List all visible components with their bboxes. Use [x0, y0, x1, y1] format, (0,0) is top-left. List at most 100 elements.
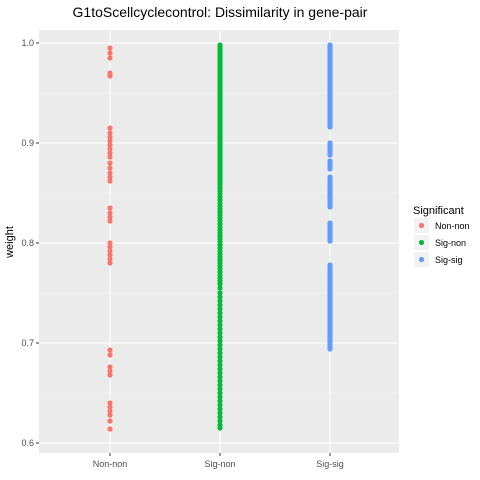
- data-point: [107, 418, 113, 424]
- data-point: [327, 204, 333, 210]
- data-point: [107, 170, 113, 176]
- data-point: [217, 350, 223, 356]
- data-point: [217, 302, 223, 308]
- data-point: [217, 285, 223, 291]
- data-point: [107, 347, 113, 353]
- data-point: [217, 326, 223, 332]
- data-point: [107, 364, 113, 370]
- data-point: [107, 372, 113, 378]
- data-point: [107, 73, 113, 79]
- y-axis-ticks: 0.6 0.7 0.8 0.9 1.0: [21, 38, 39, 448]
- data-point: [107, 146, 113, 152]
- data-point: [107, 174, 113, 180]
- data-point: [107, 256, 113, 262]
- data-point: [107, 134, 113, 140]
- data-point: [217, 298, 223, 304]
- data-point: [107, 125, 113, 131]
- data-point: [107, 154, 113, 160]
- data-point: [217, 294, 223, 300]
- data-point: [327, 346, 333, 352]
- data-point: [217, 362, 223, 368]
- data-point: [217, 414, 223, 420]
- legend-swatch: [418, 239, 425, 246]
- data-point: [107, 400, 113, 406]
- data-point: [217, 386, 223, 392]
- data-point: [107, 138, 113, 144]
- data-point: [217, 306, 223, 312]
- data-point: [107, 150, 113, 156]
- data-point: [217, 346, 223, 352]
- data-point: [107, 252, 113, 258]
- data-point: [217, 374, 223, 380]
- legend-swatch: [418, 256, 425, 263]
- y-axis-label: weight: [4, 226, 16, 259]
- data-point: [107, 412, 113, 418]
- y-tick-label: 0.6: [21, 438, 34, 448]
- data-point: [107, 45, 113, 51]
- data-point: [217, 281, 223, 287]
- x-tick-label: Non-non: [93, 459, 128, 469]
- chart-title: G1toScellcyclecontrol: Dissimilarity in …: [73, 4, 368, 20]
- x-axis-ticks: Non-non Sig-non Sig-sig: [93, 453, 344, 469]
- data-point: [107, 142, 113, 148]
- data-point: [107, 426, 113, 432]
- data-point: [217, 314, 223, 320]
- data-point: [107, 408, 113, 414]
- y-tick-label: 0.9: [21, 138, 34, 148]
- data-point: [107, 352, 113, 358]
- data-point: [217, 418, 223, 424]
- legend-entries: Non-non Sig-non Sig-sig: [414, 218, 470, 267]
- data-point: [217, 318, 223, 324]
- data-point: [217, 390, 223, 396]
- data-point: [217, 322, 223, 328]
- data-point: [107, 210, 113, 216]
- data-point: [217, 425, 223, 431]
- data-point: [217, 358, 223, 364]
- data-point: [217, 342, 223, 348]
- y-tick-label: 0.7: [21, 338, 34, 348]
- data-point: [327, 166, 333, 172]
- data-point: [107, 205, 113, 211]
- x-tick-label: Sig-sig: [316, 459, 344, 469]
- data-point: [107, 214, 113, 220]
- data-point: [217, 330, 223, 336]
- data-points: [107, 42, 333, 432]
- data-point: [217, 402, 223, 408]
- data-point: [217, 382, 223, 388]
- data-point: [217, 366, 223, 372]
- data-point: [217, 338, 223, 344]
- data-point: [217, 406, 223, 412]
- legend-label: Sig-sig: [435, 255, 463, 265]
- data-point: [217, 410, 223, 416]
- data-point: [107, 160, 113, 166]
- legend-title: Significant: [413, 205, 464, 217]
- data-point: [217, 394, 223, 400]
- legend-swatch: [418, 222, 425, 229]
- legend-label: Sig-non: [435, 238, 466, 248]
- data-point: [107, 240, 113, 246]
- data-point: [217, 378, 223, 384]
- x-tick-label: Sig-non: [204, 459, 235, 469]
- data-point: [107, 260, 113, 266]
- data-point: [217, 334, 223, 340]
- data-point: [107, 248, 113, 254]
- data-point: [217, 290, 223, 296]
- data-point: [107, 218, 113, 224]
- data-point: [107, 244, 113, 250]
- data-point: [107, 130, 113, 136]
- legend: Significant Non-non Sig-non Sig-sig: [413, 205, 470, 267]
- data-point: [217, 354, 223, 360]
- data-point: [107, 165, 113, 171]
- data-point: [327, 238, 333, 244]
- data-point: [327, 124, 333, 130]
- data-point: [327, 152, 333, 158]
- y-tick-label: 0.8: [21, 238, 34, 248]
- y-tick-label: 1.0: [21, 38, 34, 48]
- legend-label: Non-non: [435, 221, 470, 231]
- data-point: [217, 370, 223, 376]
- data-point: [107, 178, 113, 184]
- data-point: [107, 404, 113, 410]
- data-point: [217, 398, 223, 404]
- data-point: [107, 368, 113, 374]
